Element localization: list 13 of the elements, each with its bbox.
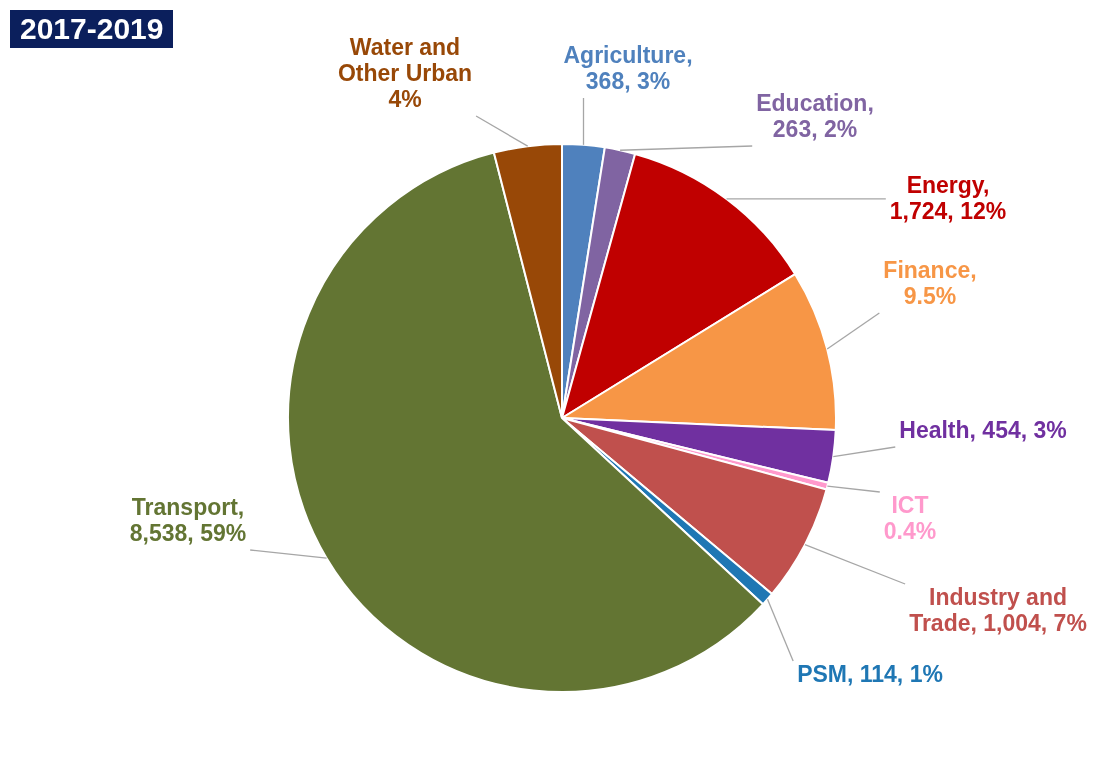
slice-label: Water and Other Urban <box>337 34 473 87</box>
slice-label: Energy, 1,724, 12% <box>889 172 1007 225</box>
slice-label: ICT <box>891 492 929 519</box>
slice-label: Health, 454, 3% <box>899 417 1067 444</box>
data-label: 0.4% <box>883 518 937 545</box>
slice-label: Agriculture, 368, 3% <box>563 42 693 95</box>
slice-label: Finance, 9.5% <box>883 257 977 310</box>
data-label: 4% <box>388 86 422 113</box>
slice-label: Transport, 8,538, 59% <box>129 494 247 547</box>
slice-label: Education, 263, 2% <box>756 90 874 143</box>
chart-title: 2017-2019 <box>10 10 174 48</box>
slice-label: Industry and Trade, 1,004, 7% <box>909 584 1087 637</box>
slice-label: PSM, 114, 1% <box>797 661 943 688</box>
